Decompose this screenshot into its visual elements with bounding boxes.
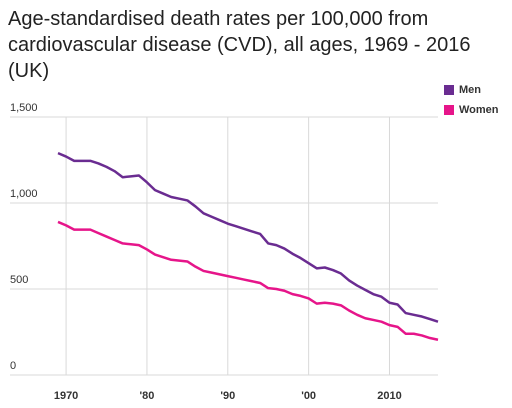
x-tick-label: 1970 (54, 390, 78, 402)
legend-swatch (444, 85, 454, 95)
x-tick-label: '80 (140, 390, 155, 402)
x-tick-label: 2010 (377, 390, 401, 402)
series-line (57, 220, 439, 341)
legend-label: Men (459, 84, 481, 96)
y-tick-label: 1,500 (10, 102, 38, 114)
y-tick-label: 1,000 (10, 188, 38, 200)
legend-label: Women (459, 104, 499, 116)
series-line (57, 151, 439, 323)
x-tick-label: '90 (220, 390, 235, 402)
y-tick-label: 0 (10, 360, 16, 372)
chart-title: Age-standardised death rates per 100,000… (8, 8, 471, 82)
legend-swatch (444, 105, 454, 115)
y-tick-label: 500 (10, 274, 28, 286)
x-tick-label: '00 (301, 390, 316, 402)
